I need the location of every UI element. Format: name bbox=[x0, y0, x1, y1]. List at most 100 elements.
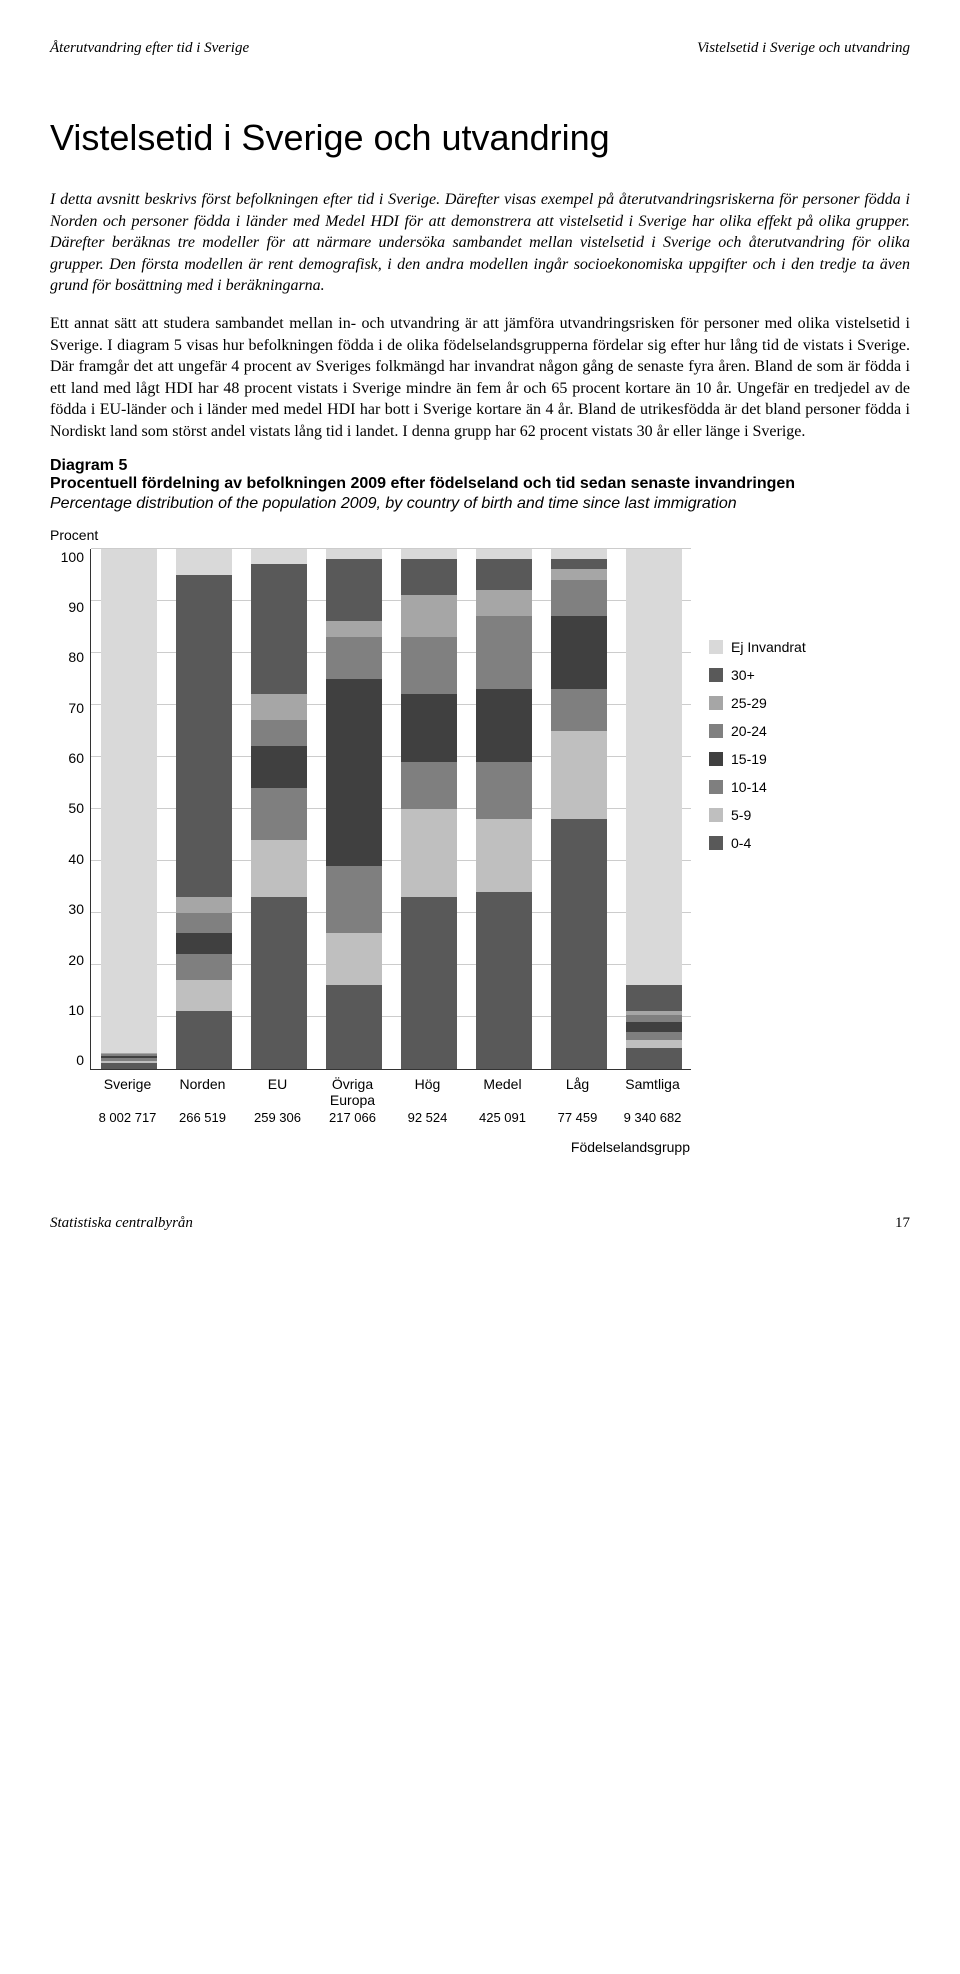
bar-column bbox=[551, 549, 607, 1069]
bar-column bbox=[326, 549, 382, 1069]
bar-segment-ej_invandrat bbox=[326, 549, 382, 559]
bar-segment-30plus bbox=[551, 559, 607, 569]
legend-swatch bbox=[709, 724, 723, 738]
chart-container: 1009080706050403020100 Ej Invandrat30+25… bbox=[50, 549, 910, 1070]
bar-segment-ej_invandrat bbox=[101, 549, 157, 1053]
bar-segment-10_14 bbox=[551, 689, 607, 731]
legend-label: 5-9 bbox=[731, 807, 751, 823]
x-category-label: Hög bbox=[390, 1076, 465, 1108]
page-title: Vistelsetid i Sverige och utvandring bbox=[50, 117, 910, 159]
bar-segment-10_14 bbox=[476, 762, 532, 819]
x-category-label: Medel bbox=[465, 1076, 540, 1108]
legend-item: 25-29 bbox=[709, 695, 806, 711]
x-category-label: Samtliga bbox=[615, 1076, 690, 1108]
x-axis-counts: 8 002 717266 519259 306217 06692 524425 … bbox=[90, 1110, 690, 1125]
legend-label: 25-29 bbox=[731, 695, 767, 711]
intro-paragraph: I detta avsnitt beskrivs först befolknin… bbox=[50, 189, 910, 297]
bar-segment-ej_invandrat bbox=[476, 549, 532, 559]
legend-label: 20-24 bbox=[731, 723, 767, 739]
bar-segment-0_4 bbox=[326, 985, 382, 1068]
bar-column bbox=[176, 549, 232, 1069]
y-axis-ticks: 1009080706050403020100 bbox=[50, 549, 90, 1069]
y-tick: 60 bbox=[50, 750, 84, 766]
x-category-label: ÖvrigaEuropa bbox=[315, 1076, 390, 1108]
legend-swatch bbox=[709, 780, 723, 794]
bar-segment-ej_invandrat bbox=[626, 549, 682, 986]
bar-segment-30plus bbox=[176, 575, 232, 897]
bar-segment-20_24 bbox=[626, 1015, 682, 1022]
bar-segment-25_29 bbox=[251, 694, 307, 720]
bar-segment-ej_invandrat bbox=[251, 549, 307, 565]
bar-segment-15_19 bbox=[401, 694, 457, 762]
x-category-count: 9 340 682 bbox=[615, 1110, 690, 1125]
bar-segment-25_29 bbox=[551, 569, 607, 579]
bar-segment-5_9 bbox=[401, 809, 457, 897]
legend-item: 10-14 bbox=[709, 779, 806, 795]
bar-segment-10_14 bbox=[251, 788, 307, 840]
bar-segment-10_14 bbox=[626, 1032, 682, 1040]
bar-segment-20_24 bbox=[176, 913, 232, 934]
bar-segment-20_24 bbox=[326, 637, 382, 679]
x-category-label: Norden bbox=[165, 1076, 240, 1108]
running-header: Återutvandring efter tid i Sverige Viste… bbox=[50, 40, 910, 57]
bar-segment-25_29 bbox=[176, 897, 232, 913]
x-category-count: 259 306 bbox=[240, 1110, 315, 1125]
bar-segment-0_4 bbox=[626, 1048, 682, 1069]
legend-label: 30+ bbox=[731, 667, 755, 683]
y-tick: 50 bbox=[50, 800, 84, 816]
bar-segment-0_4 bbox=[176, 1011, 232, 1068]
bar-segment-20_24 bbox=[251, 720, 307, 746]
x-category-count: 425 091 bbox=[465, 1110, 540, 1125]
bar-segment-0_4 bbox=[401, 897, 457, 1069]
bar-column bbox=[401, 549, 457, 1069]
y-tick: 20 bbox=[50, 952, 84, 968]
legend-item: 30+ bbox=[709, 667, 806, 683]
bar-segment-30plus bbox=[476, 559, 532, 590]
bar-segment-5_9 bbox=[326, 933, 382, 985]
diagram-subtitle-bold: Procentuell fördelning av befolkningen 2… bbox=[50, 475, 910, 493]
legend-label: 10-14 bbox=[731, 779, 767, 795]
footer-left: Statistiska centralbyrån bbox=[50, 1215, 193, 1232]
bar-segment-ej_invandrat bbox=[551, 549, 607, 559]
page-number: 17 bbox=[895, 1215, 910, 1232]
y-tick: 100 bbox=[50, 549, 84, 565]
bar-segment-5_9 bbox=[176, 980, 232, 1011]
bar-segment-0_4 bbox=[476, 892, 532, 1069]
bar-segment-15_19 bbox=[551, 616, 607, 689]
bar-segment-15_19 bbox=[326, 679, 382, 866]
x-category-count: 266 519 bbox=[165, 1110, 240, 1125]
bar-segment-5_9 bbox=[551, 731, 607, 819]
bar-segment-15_19 bbox=[626, 1022, 682, 1032]
y-axis-label: Procent bbox=[50, 527, 910, 543]
bar-segment-30plus bbox=[626, 985, 682, 1011]
legend-item: 15-19 bbox=[709, 751, 806, 767]
legend-item: 20-24 bbox=[709, 723, 806, 739]
x-category-label: Låg bbox=[540, 1076, 615, 1108]
x-category-count: 217 066 bbox=[315, 1110, 390, 1125]
bar-segment-25_29 bbox=[476, 590, 532, 616]
legend-label: 15-19 bbox=[731, 751, 767, 767]
x-category-label: Sverige bbox=[90, 1076, 165, 1108]
bar-segment-20_24 bbox=[476, 616, 532, 689]
bar-segment-20_24 bbox=[551, 580, 607, 616]
bar-segment-10_14 bbox=[176, 954, 232, 980]
bar-segment-30plus bbox=[326, 559, 382, 621]
y-tick: 90 bbox=[50, 599, 84, 615]
legend: Ej Invandrat 30+ 25-29 20-24 15-19 10-14 5-9 0-… bbox=[709, 639, 806, 863]
bar-segment-10_14 bbox=[326, 866, 382, 934]
legend-swatch bbox=[709, 668, 723, 682]
legend-item: Ej Invandrat bbox=[709, 639, 806, 655]
diagram-number: Diagram 5 bbox=[50, 457, 910, 475]
bar-segment-20_24 bbox=[401, 637, 457, 694]
y-tick: 80 bbox=[50, 649, 84, 665]
bar-segment-ej_invandrat bbox=[176, 549, 232, 575]
legend-label: 0-4 bbox=[731, 835, 751, 851]
bar-segment-ej_invandrat bbox=[401, 549, 457, 559]
bar-column bbox=[251, 549, 307, 1069]
bar-column bbox=[626, 549, 682, 1069]
x-category-count: 77 459 bbox=[540, 1110, 615, 1125]
bar-segment-15_19 bbox=[476, 689, 532, 762]
legend-swatch bbox=[709, 808, 723, 822]
bar-segment-30plus bbox=[401, 559, 457, 595]
plot-area bbox=[90, 549, 691, 1070]
